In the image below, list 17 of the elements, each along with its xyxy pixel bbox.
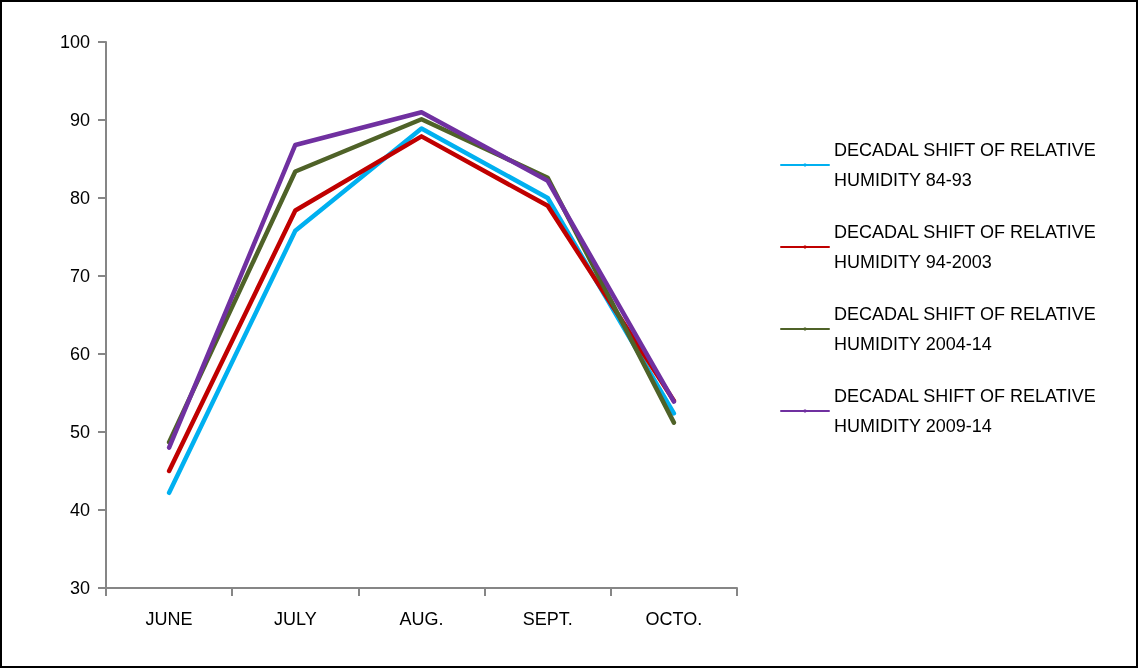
y-tick-label: 90 (69, 110, 90, 130)
y-tick-label: 40 (69, 500, 90, 520)
x-tick-label: AUG. (399, 609, 444, 629)
y-tick-label: 30 (69, 578, 90, 598)
y-tick-label: 80 (69, 188, 90, 208)
x-tick-label: JUNE (145, 609, 193, 629)
y-tick-label: 70 (69, 266, 90, 286)
y-tick-label: 60 (69, 344, 90, 364)
legend-label: DECADAL SHIFT OF RELATIVE HUMIDITY 84-93 (834, 140, 1101, 190)
y-tick-label: 50 (69, 422, 90, 442)
x-tick-label: SEPT. (522, 609, 573, 629)
x-tick-label: JULY (273, 609, 317, 629)
y-tick-label: 100 (59, 32, 90, 52)
legend-label: DECADAL SHIFT OF RELATIVE HUMIDITY 94-2003 (834, 222, 1101, 272)
legend-label: DECADAL SHIFT OF RELATIVE HUMIDITY 2009-14 (834, 386, 1101, 436)
x-tick-label: OCTO. (645, 609, 703, 629)
legend-label: DECADAL SHIFT OF RELATIVE HUMIDITY 2004-14 (834, 304, 1101, 354)
